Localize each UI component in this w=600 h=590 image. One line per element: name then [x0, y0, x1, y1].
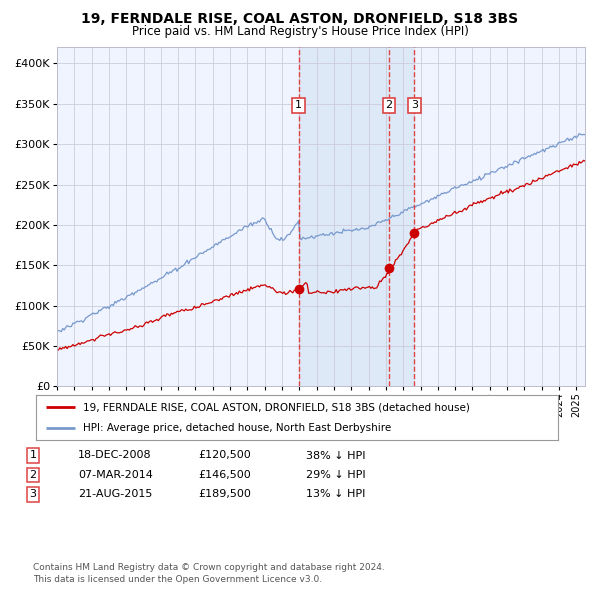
Bar: [299, 47, 415, 386]
Text: 13% ↓ HPI: 13% ↓ HPI: [306, 490, 365, 499]
Text: 29% ↓ HPI: 29% ↓ HPI: [306, 470, 365, 480]
Text: 1: 1: [29, 451, 37, 460]
Text: 07-MAR-2014: 07-MAR-2014: [78, 470, 153, 480]
Text: 19, FERNDALE RISE, COAL ASTON, DRONFIELD, S18 3BS: 19, FERNDALE RISE, COAL ASTON, DRONFIELD…: [82, 12, 518, 26]
Text: 1: 1: [295, 100, 302, 110]
Text: 2: 2: [29, 470, 37, 480]
Text: £146,500: £146,500: [198, 470, 251, 480]
Text: 3: 3: [29, 490, 37, 499]
Text: 19, FERNDALE RISE, COAL ASTON, DRONFIELD, S18 3BS (detached house): 19, FERNDALE RISE, COAL ASTON, DRONFIELD…: [83, 402, 470, 412]
Text: 2: 2: [385, 100, 392, 110]
Text: 18-DEC-2008: 18-DEC-2008: [78, 451, 152, 460]
Text: This data is licensed under the Open Government Licence v3.0.: This data is licensed under the Open Gov…: [33, 575, 322, 584]
Text: £120,500: £120,500: [198, 451, 251, 460]
Text: 38% ↓ HPI: 38% ↓ HPI: [306, 451, 365, 460]
Text: Contains HM Land Registry data © Crown copyright and database right 2024.: Contains HM Land Registry data © Crown c…: [33, 563, 385, 572]
Text: 21-AUG-2015: 21-AUG-2015: [78, 490, 152, 499]
Text: Price paid vs. HM Land Registry's House Price Index (HPI): Price paid vs. HM Land Registry's House …: [131, 25, 469, 38]
Text: HPI: Average price, detached house, North East Derbyshire: HPI: Average price, detached house, Nort…: [83, 422, 391, 432]
Text: £189,500: £189,500: [198, 490, 251, 499]
Text: 3: 3: [411, 100, 418, 110]
